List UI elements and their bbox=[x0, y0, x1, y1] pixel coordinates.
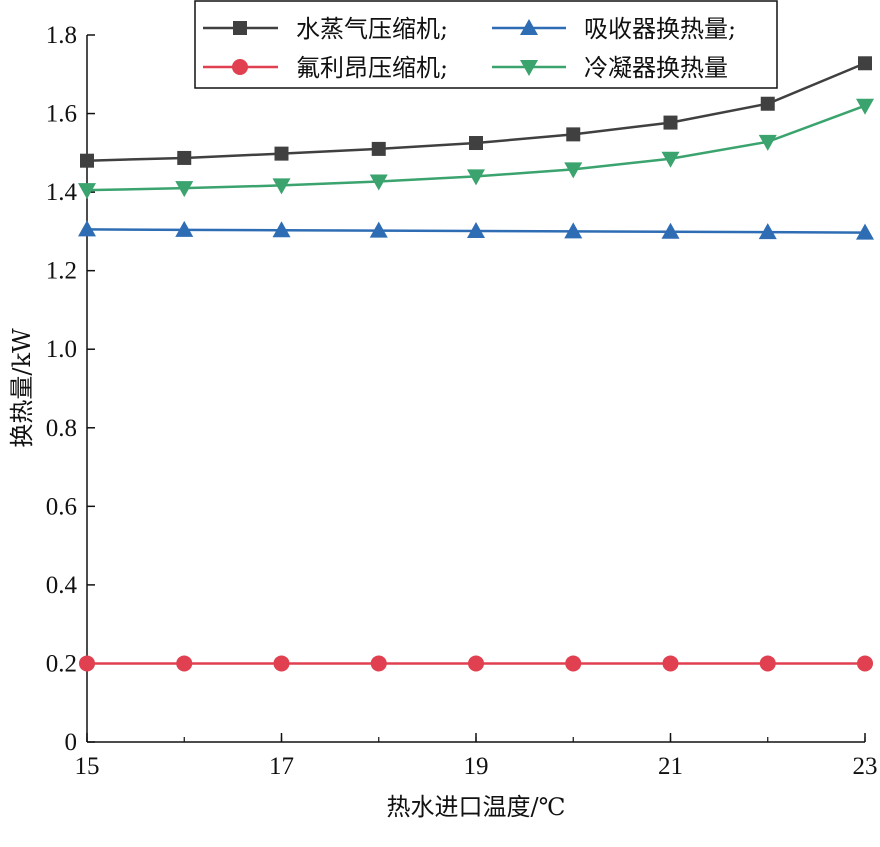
x-tick-label: 21 bbox=[658, 753, 683, 780]
data-point bbox=[663, 115, 678, 130]
data-point bbox=[79, 655, 95, 672]
series-4 bbox=[78, 98, 874, 200]
data-point bbox=[857, 655, 873, 672]
data-point bbox=[78, 220, 96, 237]
data-point bbox=[760, 96, 775, 111]
data-point bbox=[272, 178, 291, 195]
x-tick-label: 17 bbox=[269, 753, 294, 780]
y-tick-label: 0.4 bbox=[46, 572, 78, 599]
x-tick-label: 23 bbox=[853, 753, 878, 780]
x-axis-title: 热水进口温度/℃ bbox=[387, 793, 566, 821]
legend-entry: 冷凝器换热量 bbox=[492, 54, 728, 82]
series-3 bbox=[79, 655, 873, 672]
legend-label: 氟利昂压缩机; bbox=[296, 54, 448, 82]
legend-marker bbox=[520, 19, 538, 35]
legend-box bbox=[194, 0, 778, 89]
data-point bbox=[175, 220, 194, 237]
legend-label: 吸收器换热量; bbox=[584, 15, 736, 43]
data-point bbox=[175, 181, 194, 198]
legend-marker bbox=[233, 21, 247, 35]
data-point bbox=[566, 127, 581, 142]
data-point bbox=[661, 151, 680, 168]
data-point bbox=[176, 655, 193, 672]
data-point bbox=[177, 150, 192, 165]
ticks: 0 0.2 0.4 0.6 0.8 1.0 1.2 1.4 1.6 1.8 15 17 19 21 23 bbox=[46, 22, 878, 780]
data-point bbox=[758, 134, 777, 151]
data-point bbox=[661, 222, 680, 239]
data-point bbox=[371, 141, 386, 156]
data-point bbox=[467, 221, 485, 238]
series-1 bbox=[80, 56, 872, 168]
y-axis-title: 换热量/kW bbox=[8, 328, 36, 448]
data-point bbox=[858, 56, 872, 71]
data-point bbox=[469, 136, 483, 151]
data-point bbox=[565, 655, 582, 672]
y-tick-label: 1.2 bbox=[46, 258, 77, 285]
x-tick-label: 15 bbox=[75, 753, 100, 780]
y-tick-label: 1.6 bbox=[46, 101, 77, 128]
legend: 水蒸气压缩机; 吸收器换热量; 氟利昂压缩机; 冷凝器换热量 bbox=[194, 0, 778, 89]
series-2 bbox=[78, 220, 874, 240]
x-tick-label: 19 bbox=[464, 753, 489, 780]
y-tick-label: 0.8 bbox=[46, 415, 77, 442]
data-point bbox=[662, 655, 679, 672]
data-point bbox=[467, 169, 485, 186]
data-point bbox=[80, 153, 94, 168]
data-point bbox=[759, 655, 776, 672]
data-point bbox=[274, 146, 289, 161]
y-tick-label: 1.0 bbox=[46, 336, 77, 363]
data-point bbox=[273, 655, 290, 672]
data-point bbox=[564, 162, 583, 179]
data-point bbox=[369, 221, 388, 238]
y-tick-label: 0.6 bbox=[46, 493, 77, 520]
legend-marker bbox=[520, 60, 538, 76]
y-tick-label: 1.8 bbox=[46, 22, 77, 49]
data-point bbox=[78, 183, 96, 200]
legend-label: 冷凝器换热量 bbox=[584, 54, 728, 82]
data-point bbox=[856, 223, 874, 240]
y-tick-label: 1.4 bbox=[46, 179, 78, 206]
legend-entry: 氟利昂压缩机; bbox=[203, 54, 448, 82]
y-tick-label: 0.2 bbox=[46, 650, 77, 677]
data-point bbox=[369, 174, 388, 191]
legend-label: 水蒸气压缩机; bbox=[296, 15, 448, 43]
data-point bbox=[370, 655, 387, 672]
y-tick-label: 0 bbox=[65, 729, 78, 756]
data-point bbox=[564, 222, 583, 239]
legend-marker bbox=[232, 59, 248, 75]
data-point bbox=[758, 223, 777, 240]
series-layer bbox=[78, 56, 874, 672]
legend-entry: 水蒸气压缩机; bbox=[203, 15, 448, 43]
data-point bbox=[468, 655, 484, 672]
data-point bbox=[856, 98, 874, 115]
data-point bbox=[272, 221, 291, 238]
legend-entry: 吸收器换热量; bbox=[492, 15, 736, 43]
